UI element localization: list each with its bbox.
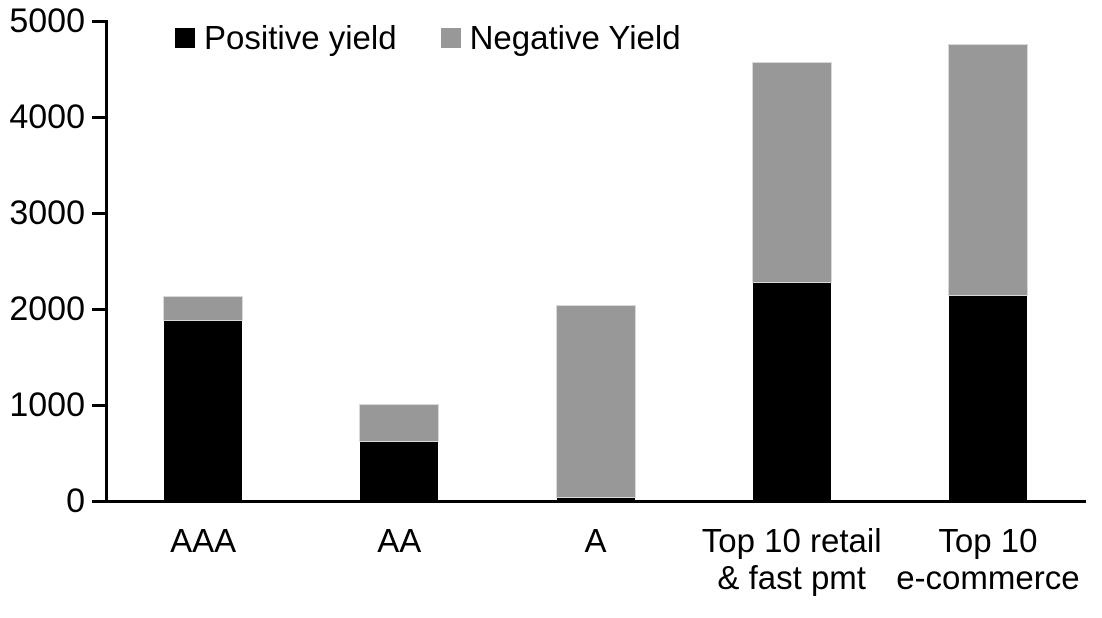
x-category-label-a: A (584, 522, 607, 559)
y-tick-label-5000: 5000 (9, 2, 85, 40)
legend-swatch-negative-yield (440, 28, 461, 48)
y-tick-mark-1000 (92, 403, 105, 407)
bar-segment-positive-yield-aaa (164, 319, 243, 501)
chart-legend: Positive yield Negative Yield (175, 16, 681, 60)
y-tick-label-1000: 1000 (9, 386, 85, 424)
y-tick-mark-5000 (92, 19, 105, 23)
legend-swatch-positive-yield (175, 28, 195, 48)
bar-segment-positive-yield-top-10-retail (752, 282, 831, 501)
legend-item-negative-yield: Negative Yield (440, 16, 681, 60)
x-category-label-aaa: AAA (170, 522, 237, 559)
bar-segment-negative-yield-aaa (164, 296, 243, 320)
bar-segment-negative-yield-a (556, 306, 635, 498)
bar-segment-negative-yield-aa (360, 404, 439, 442)
x-category-label-aa: AA (377, 522, 422, 559)
y-tick-mark-3000 (92, 211, 105, 215)
bar-segment-positive-yield-aa (360, 441, 439, 501)
y-tick-label-2000: 2000 (9, 290, 85, 328)
legend-item-positive-yield: Positive yield (175, 16, 397, 60)
x-category-label-top-10-retail: Top 10 retail & fast pmt (701, 522, 882, 596)
x-category-label-top-10: Top 10 e-commerce (896, 522, 1080, 596)
y-tick-mark-0 (92, 499, 105, 503)
y-tick-label-4000: 4000 (9, 98, 85, 136)
bar-segment-positive-yield-top-10 (948, 294, 1027, 501)
y-axis-line (105, 20, 108, 503)
bar-segment-positive-yield-a (556, 497, 635, 501)
y-tick-label-0: 0 (66, 482, 85, 520)
x-axis-line (104, 500, 1086, 503)
legend-label-positive-yield: Positive yield (204, 19, 397, 56)
bar-segment-negative-yield-top-10-retail (752, 63, 831, 283)
y-tick-mark-4000 (92, 115, 105, 119)
legend-label-negative-yield: Negative Yield (469, 19, 681, 56)
y-tick-label-3000: 3000 (9, 194, 85, 232)
y-tick-mark-2000 (92, 307, 105, 311)
bar-segment-negative-yield-top-10 (948, 45, 1027, 295)
